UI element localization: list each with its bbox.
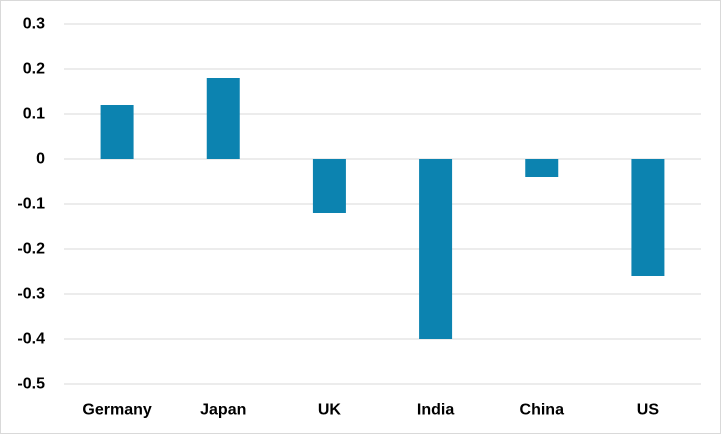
x-category-label: US xyxy=(637,402,660,419)
bar-us xyxy=(631,159,665,276)
x-category-label: UK xyxy=(318,402,342,419)
y-tick-label: -0.4 xyxy=(17,331,45,348)
bar-uk xyxy=(312,159,346,213)
y-tick-label: 0.1 xyxy=(23,106,45,123)
y-tick-label: 0.3 xyxy=(23,16,45,33)
y-axis-tick-labels: 0.3 0.2 0.1 0 -0.1 -0.2 -0.3 -0.4 -0.5 xyxy=(17,16,45,393)
bar-japan xyxy=(206,78,240,159)
y-tick-label: -0.1 xyxy=(17,196,45,213)
x-category-label: India xyxy=(417,402,454,419)
x-category-label: Japan xyxy=(200,402,246,419)
bar-germany xyxy=(100,105,134,159)
y-tick-label: 0.2 xyxy=(23,61,45,78)
bar-china xyxy=(525,159,559,177)
x-category-label: China xyxy=(520,402,565,419)
y-tick-label: -0.3 xyxy=(17,286,45,303)
y-tick-label: -0.5 xyxy=(17,376,45,393)
bars xyxy=(100,78,665,339)
x-category-label: Germany xyxy=(82,402,151,419)
gridlines xyxy=(64,23,701,385)
y-tick-label: 0 xyxy=(36,151,45,168)
x-axis-category-labels: Germany Japan UK India China US xyxy=(82,402,659,419)
y-tick-label: -0.2 xyxy=(17,241,45,258)
bar-india xyxy=(419,159,453,339)
